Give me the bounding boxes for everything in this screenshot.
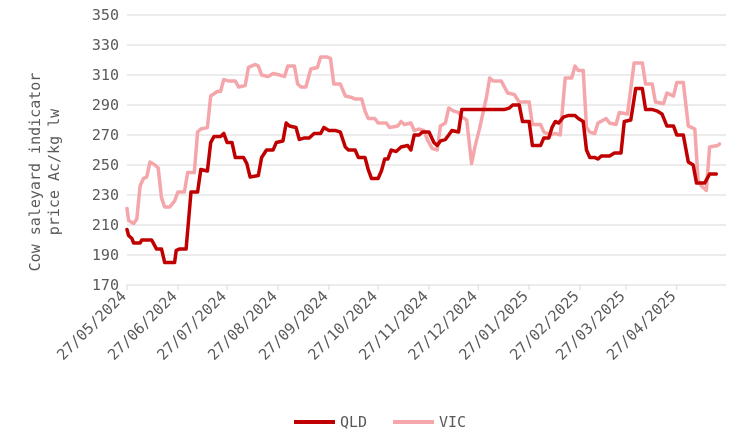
y-tick-label: 210 <box>92 216 119 234</box>
y-tick-label: 290 <box>92 96 119 114</box>
y-tick-label: 190 <box>92 246 119 264</box>
grid-lines <box>126 14 726 290</box>
series-line-qld <box>125 86 718 265</box>
y-tick-label: 350 <box>92 6 119 24</box>
legend-label-qld: QLD <box>340 413 367 431</box>
y-axis-title-line-1: Cow saleyard indicator <box>26 73 44 272</box>
legend: QLD VIC <box>294 413 466 431</box>
series-line-vic <box>125 55 722 226</box>
y-axis-title-line-2: price Ac/kg lw <box>45 108 63 235</box>
y-axis-title: Cow saleyard indicator price Ac/kg lw <box>26 73 63 272</box>
x-tick-labels: 27/05/202427/06/202427/07/202427/08/2024… <box>53 287 679 364</box>
series-lines <box>125 55 722 265</box>
y-tick-label: 230 <box>92 186 119 204</box>
y-tick-label: 310 <box>92 66 119 84</box>
y-tick-label: 170 <box>92 276 119 294</box>
legend-label-vic: VIC <box>439 413 466 431</box>
y-tick-label: 330 <box>92 36 119 54</box>
y-tick-label: 250 <box>92 156 119 174</box>
y-tick-label: 270 <box>92 126 119 144</box>
y-tick-labels: 170 190 210 230 250 270 290 310 330 350 <box>92 6 119 294</box>
